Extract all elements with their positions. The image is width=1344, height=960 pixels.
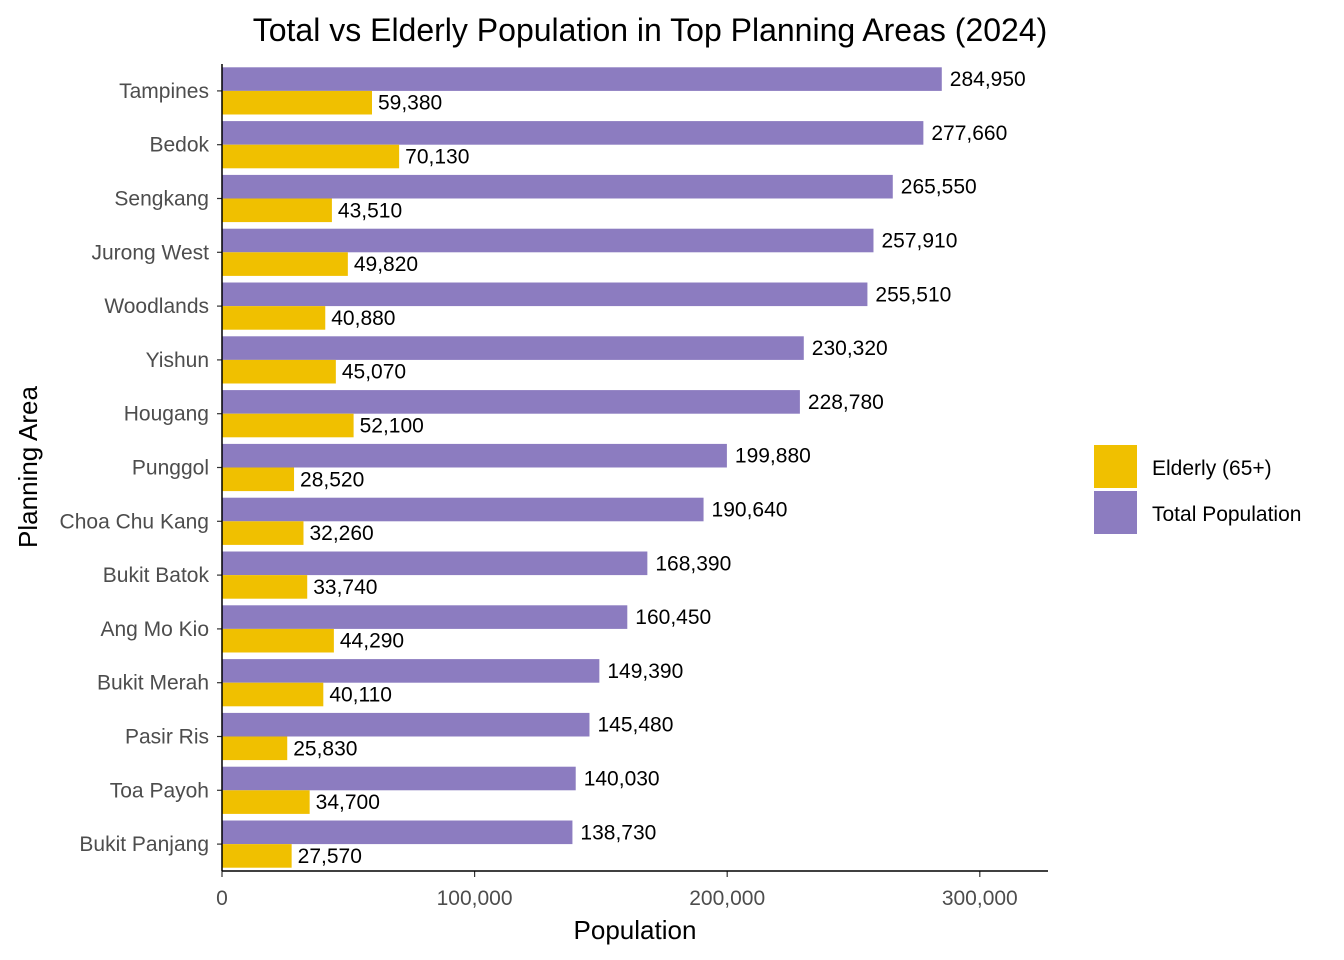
legend-label-total-population: Total Population (1152, 503, 1301, 526)
y-tick-label-bukit-panjang: Bukit Panjang (79, 833, 209, 856)
y-tick-label-sengkang: Sengkang (114, 188, 209, 211)
y-tick-label-woodlands: Woodlands (104, 295, 209, 318)
x-tick-label-100000: 100,000 (437, 887, 513, 910)
legend-swatch-total-population (1094, 491, 1137, 534)
total-bar-bukit-batok (222, 551, 648, 576)
y-tick-label-bukit-batok: Bukit Batok (103, 564, 210, 587)
x-tick-label-200000: 200,000 (689, 887, 765, 910)
y-tick-label-yishun: Yishun (146, 349, 209, 372)
y-tick-label-jurong-west: Jurong West (92, 241, 210, 264)
legend: Elderly (65+) Total Population (1094, 445, 1301, 534)
elderly-value-label-yishun: 45,070 (342, 361, 406, 384)
elderly-bar-hougang (222, 413, 354, 438)
elderly-value-label-ang-mo-kio: 44,290 (340, 630, 404, 653)
total-bar-sengkang (222, 174, 893, 199)
elderly-value-label-tampines: 59,380 (378, 92, 442, 115)
y-axis-ticks: Tampines Bedok Sengkang Jurong West Woodland… (60, 80, 222, 856)
total-value-label-tampines: 284,950 (950, 68, 1026, 91)
total-value-label-punggol: 199,880 (735, 445, 811, 468)
total-bar-woodlands (222, 282, 868, 307)
elderly-bar-bukit-batok (222, 575, 308, 599)
elderly-value-label-bukit-merah: 40,110 (329, 684, 392, 707)
elderly-value-label-bedok: 70,130 (405, 146, 469, 169)
elderly-bar-jurong-west (222, 252, 348, 276)
total-value-label-choa-chu-kang: 190,640 (712, 499, 788, 522)
y-tick-label-bedok: Bedok (149, 134, 209, 157)
total-value-label-sengkang: 265,550 (901, 176, 977, 199)
elderly-bar-punggol (222, 467, 295, 492)
total-bar-pasir-ris (222, 712, 590, 737)
total-bar-punggol (222, 443, 727, 468)
elderly-value-label-punggol: 28,520 (300, 468, 364, 491)
y-tick-label-bukit-merah: Bukit Merah (97, 672, 209, 695)
elderly-value-label-choa-chu-kang: 32,260 (309, 522, 373, 545)
elderly-value-label-bukit-batok: 33,740 (313, 576, 377, 599)
total-value-label-pasir-ris: 145,480 (597, 714, 673, 737)
total-bar-ang-mo-kio (222, 605, 628, 629)
elderly-bar-tampines (222, 90, 372, 115)
total-bar-tampines (222, 67, 942, 91)
elderly-bar-bukit-panjang (222, 844, 292, 868)
total-value-label-jurong-west: 257,910 (881, 230, 957, 253)
elderly-bar-choa-chu-kang (222, 521, 304, 545)
elderly-value-label-sengkang: 43,510 (338, 199, 402, 222)
y-tick-label-ang-mo-kio: Ang Mo Kio (100, 618, 209, 641)
elderly-value-label-woodlands: 40,880 (331, 307, 395, 330)
y-tick-label-choa-chu-kang: Choa Chu Kang (60, 510, 209, 533)
total-bar-bukit-merah (222, 659, 600, 683)
total-bar-hougang (222, 390, 800, 414)
total-value-label-yishun: 230,320 (812, 337, 888, 360)
elderly-bar-bukit-merah (222, 682, 324, 707)
x-tick-label-0: 0 (216, 887, 228, 910)
elderly-value-label-bukit-panjang: 27,570 (298, 845, 362, 868)
total-bar-jurong-west (222, 228, 874, 253)
legend-swatch-elderly-65 (1094, 445, 1137, 488)
total-value-label-bukit-merah: 149,390 (607, 660, 683, 683)
total-bar-bedok (222, 121, 924, 145)
elderly-bar-sengkang (222, 198, 332, 223)
total-bar-toa-payoh (222, 766, 576, 791)
y-tick-label-punggol: Punggol (132, 457, 209, 480)
total-bar-choa-chu-kang (222, 497, 704, 522)
bars-group (222, 67, 942, 868)
total-value-label-bukit-batok: 168,390 (655, 552, 731, 575)
x-axis-title: Population (574, 915, 697, 945)
y-tick-label-tampines: Tampines (119, 80, 209, 103)
elderly-bar-ang-mo-kio (222, 628, 334, 653)
elderly-value-label-pasir-ris: 25,830 (293, 737, 357, 760)
elderly-bar-toa-payoh (222, 790, 310, 814)
y-tick-label-pasir-ris: Pasir Ris (125, 726, 209, 749)
elderly-value-label-toa-payoh: 34,700 (316, 791, 380, 814)
elderly-value-label-jurong-west: 49,820 (354, 253, 418, 276)
total-bar-bukit-panjang (222, 820, 573, 845)
total-value-label-toa-payoh: 140,030 (584, 768, 660, 791)
total-value-label-bukit-panjang: 138,730 (580, 821, 656, 844)
elderly-bar-yishun (222, 359, 336, 384)
total-value-label-woodlands: 255,510 (875, 283, 951, 306)
total-value-label-hougang: 228,780 (808, 391, 884, 414)
elderly-bar-bedok (222, 144, 400, 169)
total-value-label-bedok: 277,660 (931, 122, 1007, 145)
y-axis-title: Planning Area (13, 386, 43, 548)
total-bar-yishun (222, 336, 804, 360)
elderly-bar-woodlands (222, 306, 326, 330)
elderly-bar-pasir-ris (222, 736, 288, 761)
y-tick-label-toa-payoh: Toa Payoh (110, 779, 209, 802)
y-tick-label-hougang: Hougang (124, 403, 209, 426)
value-labels-group: 284,950 59,380 277,660 70,130 265,550 43,510 2… (293, 68, 1025, 868)
elderly-value-label-hougang: 52,100 (360, 415, 424, 438)
legend-label-elderly-65: Elderly (65+) (1152, 457, 1272, 480)
x-tick-label-300000: 300,000 (942, 887, 1018, 910)
chart-title: Total vs Elderly Population in Top Plann… (253, 12, 1048, 48)
x-axis-ticks: 0 100,000 200,000 300,000 (216, 871, 1018, 910)
total-value-label-ang-mo-kio: 160,450 (635, 606, 711, 629)
